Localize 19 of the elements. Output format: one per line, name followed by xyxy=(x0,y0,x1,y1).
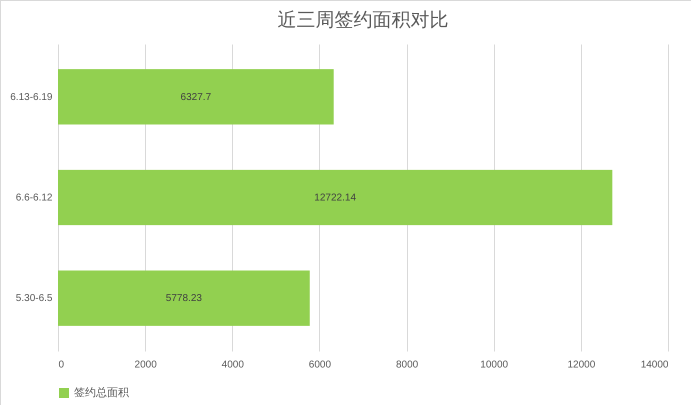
data-label: 12722.14 xyxy=(314,192,356,204)
x-tick-label: 2000 xyxy=(134,360,158,370)
x-tick-label: 0 xyxy=(58,360,64,370)
bar xyxy=(58,170,612,226)
x-tick-label: 8000 xyxy=(396,360,419,370)
legend-label: 签约总面积 xyxy=(74,386,129,399)
chart-title: 近三周签约面积对比 xyxy=(278,10,448,31)
x-tick-label: 6000 xyxy=(308,360,332,370)
x-tick-label: 4000 xyxy=(222,360,244,370)
data-label: 6327.7 xyxy=(180,92,212,103)
x-tick-label: 12000 xyxy=(567,360,596,370)
bar xyxy=(58,69,334,125)
x-tick-label: 10000 xyxy=(480,360,509,370)
y-tick-label: 6.13-6.19 xyxy=(10,92,53,103)
bar xyxy=(58,270,310,326)
data-label: 5778.23 xyxy=(166,293,202,304)
y-tick-label: 6.6-6.12 xyxy=(16,192,53,204)
y-tick-label: 5.30-6.5 xyxy=(16,293,53,304)
x-tick-label: 14000 xyxy=(640,360,669,370)
